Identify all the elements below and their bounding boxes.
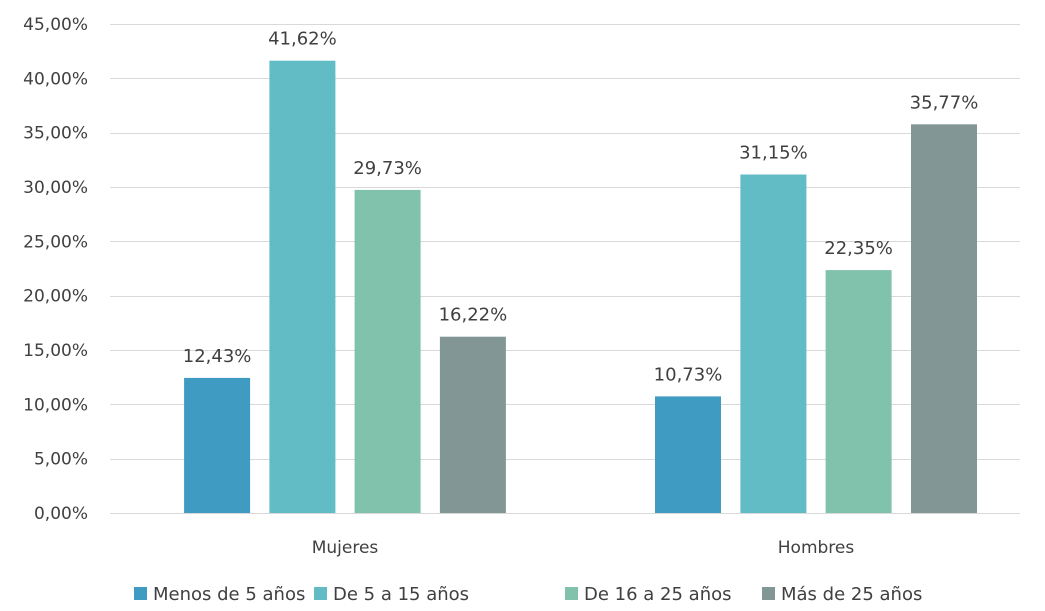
legend-label: Más de 25 años: [781, 584, 922, 605]
data-label: 35,77%: [910, 92, 979, 113]
bar: [911, 124, 977, 514]
x-axis-category-labels: Mujeres Hombres: [312, 538, 855, 558]
legend-swatch: [565, 587, 578, 600]
data-label: 29,73%: [353, 158, 422, 179]
legend-label: De 5 a 15 años: [333, 584, 469, 605]
legend-label: Menos de 5 años: [153, 584, 305, 605]
bars: [184, 60, 977, 514]
y-tick-label: 30,00%: [23, 178, 88, 198]
gridlines: [110, 24, 1020, 514]
data-label: 22,35%: [824, 238, 893, 259]
legend-label: De 16 a 25 años: [584, 584, 732, 605]
x-category-label: Mujeres: [312, 538, 379, 558]
legend: Menos de 5 años De 5 a 15 años De 16 a 25 …: [134, 584, 922, 605]
y-axis-tick-labels: 0,00% 5,00% 10,00% 15,00% 20,00% 25,00% 30,00%…: [23, 15, 88, 524]
bar: [269, 60, 336, 513]
data-labels: 12,43% 10,73% 41,62% 31,15% 29,73% 22,35% 16,2…: [183, 29, 979, 386]
legend-swatch: [314, 587, 327, 600]
y-tick-label: 0,00%: [34, 504, 88, 524]
data-label: 12,43%: [183, 346, 252, 367]
y-tick-label: 45,00%: [23, 15, 88, 35]
y-tick-label: 15,00%: [23, 341, 88, 361]
y-tick-label: 20,00%: [23, 287, 88, 307]
x-category-label: Hombres: [778, 538, 855, 558]
data-label: 10,73%: [654, 364, 723, 385]
bar: [354, 189, 421, 513]
legend-swatch: [134, 587, 147, 600]
bar: [740, 174, 807, 513]
bar: [184, 377, 251, 513]
y-tick-label: 25,00%: [23, 232, 88, 252]
y-tick-label: 35,00%: [23, 124, 88, 144]
y-tick-label: 40,00%: [23, 69, 88, 89]
data-label: 31,15%: [739, 143, 808, 164]
bar: [439, 336, 506, 513]
bar: [825, 270, 892, 513]
y-tick-label: 10,00%: [23, 395, 88, 415]
y-tick-label: 5,00%: [34, 450, 88, 470]
data-label: 16,22%: [439, 305, 508, 326]
bar: [655, 396, 721, 513]
data-label: 41,62%: [268, 29, 337, 50]
legend-swatch: [762, 587, 775, 600]
